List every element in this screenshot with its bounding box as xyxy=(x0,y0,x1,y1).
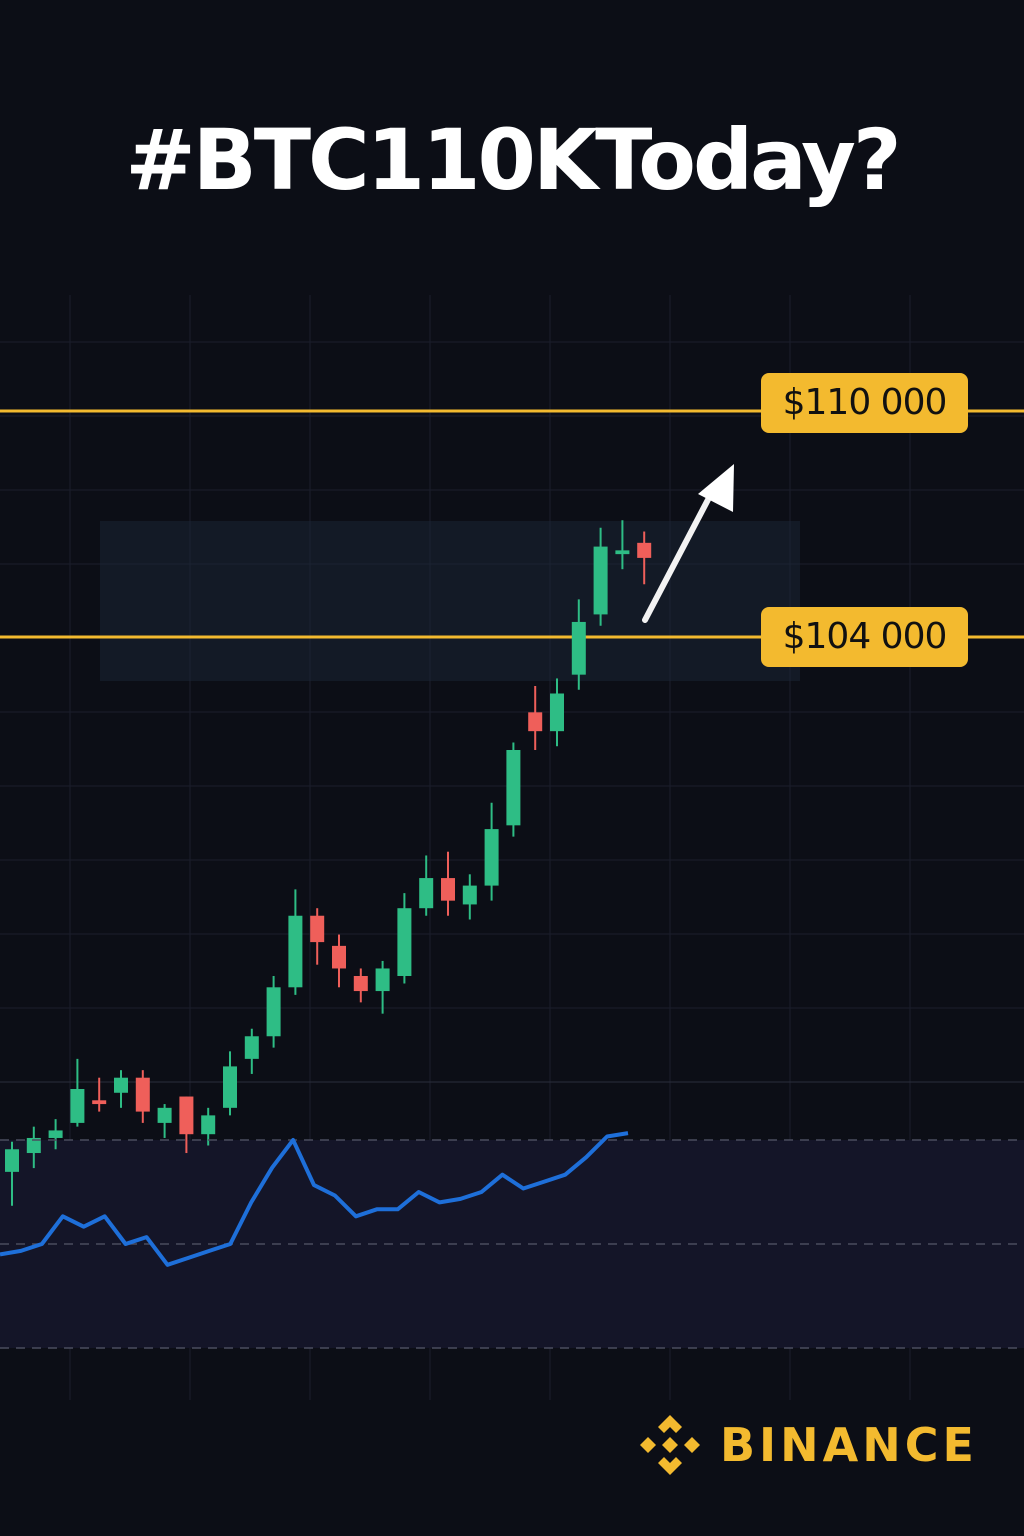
candle xyxy=(571,599,586,690)
candle xyxy=(223,1051,237,1116)
candle xyxy=(397,893,412,984)
candle xyxy=(114,1070,128,1108)
candle-body xyxy=(70,1089,85,1123)
candle xyxy=(462,874,477,920)
candle xyxy=(441,851,455,916)
candle-body xyxy=(201,1115,216,1135)
indicator-line xyxy=(0,1131,629,1267)
candle-body xyxy=(353,976,368,992)
price-zone-highlight xyxy=(100,521,800,681)
candle-body xyxy=(615,550,630,555)
candle-body xyxy=(266,987,281,1037)
candle-body xyxy=(223,1066,237,1108)
brand-logo: BINANCE xyxy=(636,1410,978,1480)
candle-body xyxy=(26,1137,41,1154)
candle xyxy=(48,1119,63,1150)
up-arrow-icon xyxy=(642,464,734,623)
candle xyxy=(310,908,325,965)
candle xyxy=(550,678,564,747)
candle xyxy=(637,531,652,585)
candle-body xyxy=(528,712,543,732)
candle-body xyxy=(332,945,346,969)
candle-body xyxy=(593,546,608,615)
candle-body xyxy=(135,1077,150,1112)
candle xyxy=(528,685,543,750)
candle-body xyxy=(48,1130,63,1138)
candle-body xyxy=(288,915,303,988)
price-tag-110000: $110 000 xyxy=(761,373,968,433)
candle-body xyxy=(637,542,652,558)
price-tag-104000: $104 000 xyxy=(761,607,968,667)
candle-body xyxy=(375,968,390,992)
candle-body xyxy=(506,750,521,826)
candle-body xyxy=(462,885,477,905)
candle xyxy=(70,1058,85,1127)
candle-body xyxy=(92,1100,107,1105)
candle xyxy=(266,976,281,1048)
candle xyxy=(353,968,368,1003)
candle xyxy=(135,1070,150,1123)
candle-body xyxy=(244,1036,259,1059)
candle-body xyxy=(419,878,434,909)
candle xyxy=(26,1126,41,1169)
candle-body xyxy=(5,1149,19,1172)
candle xyxy=(157,1104,172,1138)
candle xyxy=(288,889,303,995)
candle-body xyxy=(397,908,412,976)
candle-body xyxy=(310,915,325,943)
candle-body xyxy=(441,878,455,901)
candle xyxy=(244,1028,259,1074)
candle-body xyxy=(114,1077,128,1093)
candle xyxy=(484,802,499,901)
candle xyxy=(92,1077,107,1112)
candle xyxy=(375,960,390,1014)
candle-body xyxy=(179,1096,194,1135)
brand-name: BINANCE xyxy=(720,1418,978,1472)
indicator-pane xyxy=(0,1131,1024,1349)
candle-body xyxy=(484,829,499,886)
candles xyxy=(5,520,652,1206)
candle xyxy=(615,520,630,570)
candle xyxy=(419,855,434,916)
candle xyxy=(506,742,521,837)
candle xyxy=(332,934,346,988)
candle xyxy=(593,527,608,626)
headline: #BTC110KToday? xyxy=(125,111,901,209)
candle xyxy=(179,1096,194,1154)
candle-body xyxy=(157,1107,172,1123)
candle-body xyxy=(571,621,586,675)
candle xyxy=(201,1107,216,1146)
candle xyxy=(5,1141,19,1206)
candle-body xyxy=(550,693,564,732)
binance-diamond-icon xyxy=(640,1415,700,1475)
